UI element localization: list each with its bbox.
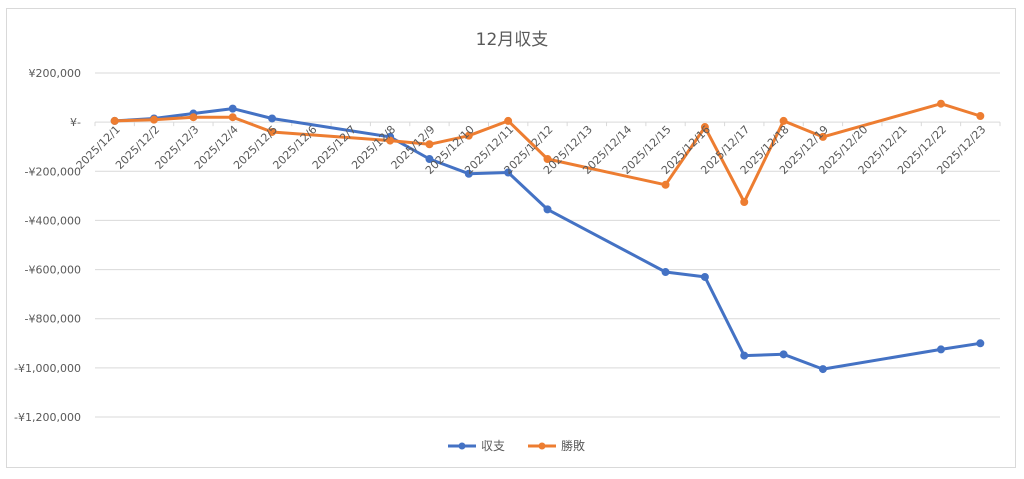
y-tick-label: -¥200,000 <box>25 165 81 178</box>
data-point <box>228 113 237 122</box>
data-point <box>661 268 670 277</box>
data-point <box>268 114 277 123</box>
data-point <box>700 272 709 281</box>
legend-marker <box>538 442 546 450</box>
data-point <box>700 123 709 132</box>
data-point <box>464 131 473 140</box>
y-tick-label: -¥1,200,000 <box>14 411 81 424</box>
data-point <box>779 116 788 125</box>
data-point <box>150 115 159 124</box>
legend: 収支 勝敗 <box>448 438 585 453</box>
chart-area <box>6 8 1016 468</box>
chart-title: 12月収支 <box>476 30 549 50</box>
data-point <box>936 345 945 354</box>
data-point <box>936 99 945 108</box>
series-lines <box>110 99 985 374</box>
y-tick-label: -¥1,000,000 <box>14 362 81 375</box>
legend-label-2: 勝敗 <box>561 438 585 453</box>
data-point <box>110 116 119 125</box>
data-point <box>543 155 552 163</box>
y-axis: ¥200,000 ¥- -¥200,000 -¥400,000 -¥600,000 -¥8… <box>14 67 81 424</box>
data-point <box>425 140 434 149</box>
data-point <box>228 104 237 113</box>
data-point <box>976 112 985 120</box>
data-point <box>464 169 473 178</box>
data-point <box>818 132 827 141</box>
x-axis: 2025/12/12025/12/22025/12/32025/12/42025… <box>74 123 989 177</box>
data-point <box>386 136 395 145</box>
data-point <box>818 365 827 374</box>
y-tick-label: -¥800,000 <box>25 313 81 326</box>
legend-label-1: 収支 <box>481 439 505 453</box>
data-point <box>779 350 788 359</box>
data-point <box>661 180 670 189</box>
data-point <box>543 205 552 214</box>
data-point <box>740 198 749 206</box>
y-tick-label: -¥600,000 <box>25 264 81 277</box>
data-point <box>976 339 985 348</box>
data-point <box>504 168 513 177</box>
data-point <box>268 127 277 136</box>
y-tick-label: ¥- <box>70 116 81 129</box>
data-point <box>740 351 749 360</box>
legend-marker <box>458 442 466 450</box>
data-point <box>189 113 198 122</box>
data-point <box>504 116 513 125</box>
y-tick-label: -¥400,000 <box>25 214 81 227</box>
y-tick-label: ¥200,000 <box>29 67 82 80</box>
data-point <box>425 155 434 163</box>
